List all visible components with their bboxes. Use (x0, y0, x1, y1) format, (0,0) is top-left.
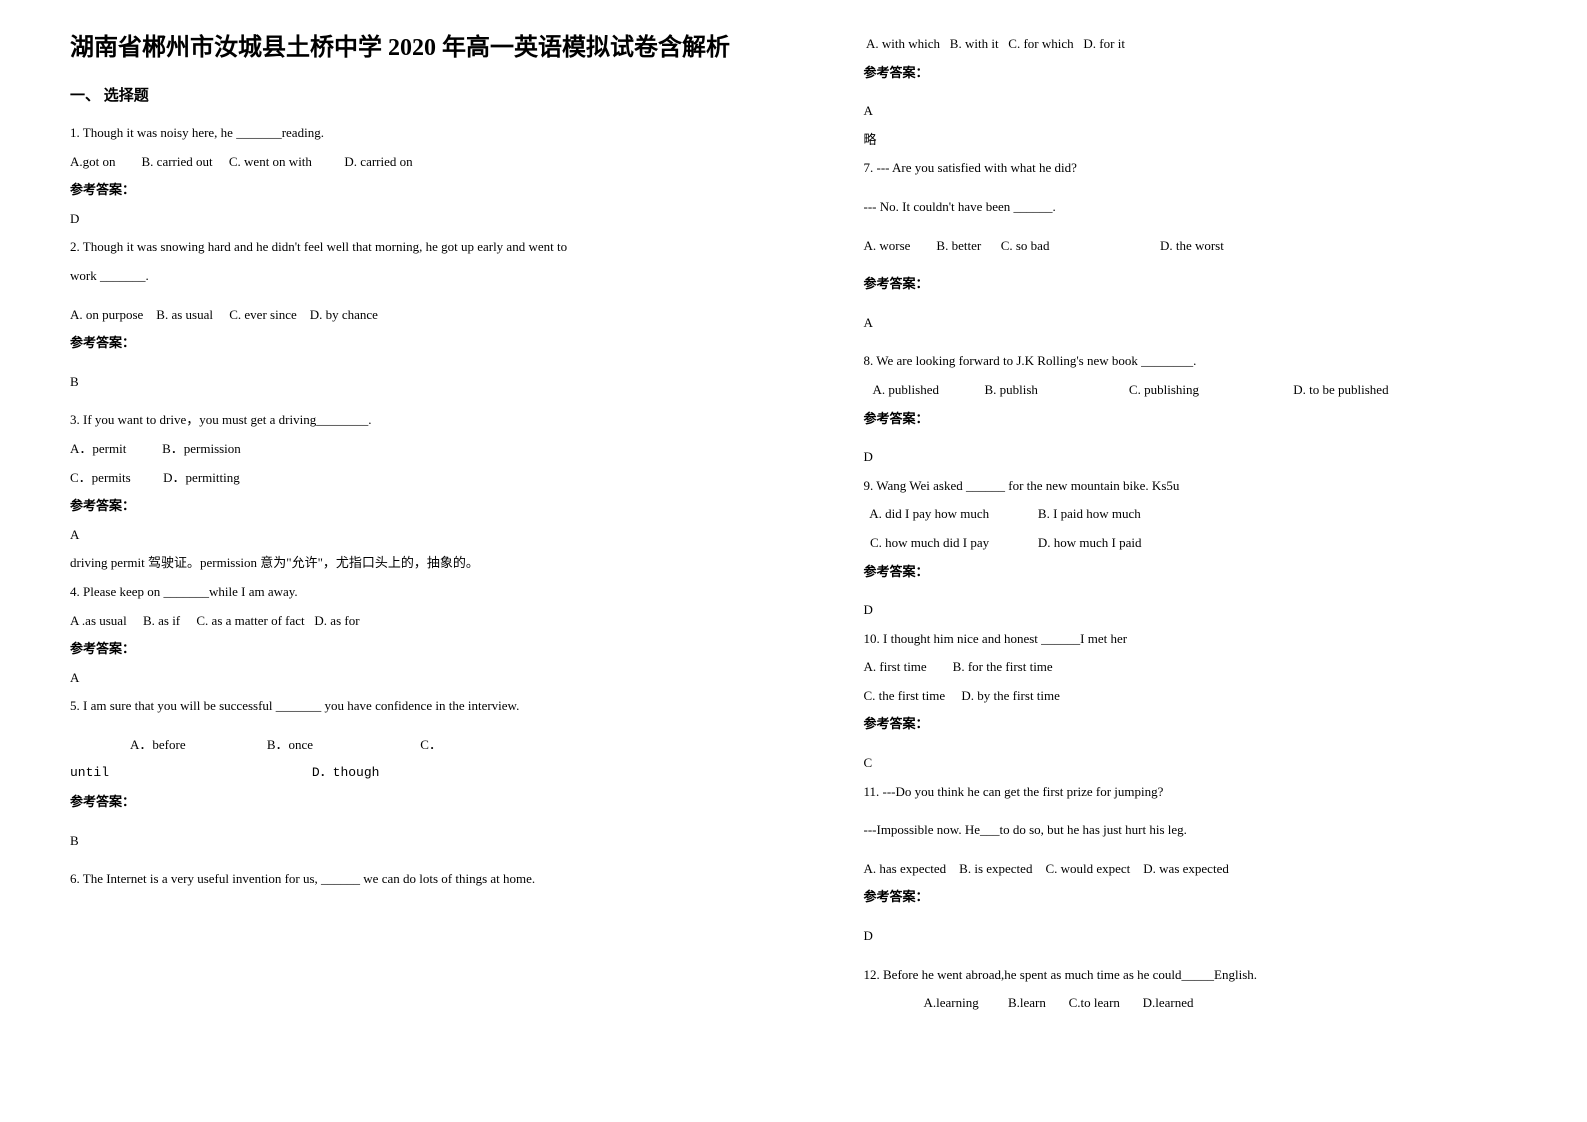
q5-answer: B (70, 827, 744, 856)
q3-options-2: C．permits D．permitting (70, 464, 744, 493)
q1-options: A.got on B. carried out C. went on with … (70, 148, 744, 177)
q6-text: 6. The Internet is a very useful inventi… (70, 865, 744, 894)
q7-text-2: --- No. It couldn't have been ______. (864, 193, 1538, 222)
q8-text: 8. We are looking forward to J.K Rolling… (864, 347, 1538, 376)
q10-text: 10. I thought him nice and honest ______… (864, 625, 1538, 654)
right-column: A. with which B. with it C. for which D.… (794, 0, 1587, 1122)
q4-options: A .as usual B. as if C. as a matter of f… (70, 607, 744, 636)
q2-answer: B (70, 368, 744, 397)
q11-text-1: 11. ---Do you think he can get the first… (864, 778, 1538, 807)
q11-answer: D (864, 922, 1538, 951)
q5-text: 5. I am sure that you will be successful… (70, 692, 744, 721)
q7-text-1: 7. --- Are you satisfied with what he di… (864, 154, 1538, 183)
q11-answer-label: 参考答案： (864, 883, 1538, 912)
q3-options-1: A．permit B．permission (70, 435, 744, 464)
q10-options-1: A. first time B. for the first time (864, 653, 1538, 682)
q1-answer-label: 参考答案： (70, 176, 744, 205)
q5-answer-label: 参考答案： (70, 788, 744, 817)
q9-options-1: A. did I pay how much B. I paid how much (864, 500, 1538, 529)
q6-note: 略 (864, 126, 1538, 155)
q12-options: A.learning B.learn C.to learn D.learned (924, 989, 1538, 1018)
q2-answer-label: 参考答案： (70, 329, 744, 358)
q3-answer-label: 参考答案： (70, 492, 744, 521)
section-heading: 一、 选择题 (70, 84, 744, 105)
q4-answer: A (70, 664, 744, 693)
q5-options-2: until D．though (70, 759, 744, 788)
q6-answer-label: 参考答案： (864, 59, 1538, 88)
q2-text-1: 2. Though it was snowing hard and he did… (70, 233, 744, 262)
q11-options: A. has expected B. is expected C. would … (864, 855, 1538, 884)
q8-options: A. published B. publish C. publishing D.… (864, 376, 1538, 405)
q4-text: 4. Please keep on _______while I am away… (70, 578, 744, 607)
q1-answer: D (70, 205, 744, 234)
q7-answer-label: 参考答案： (864, 270, 1538, 299)
q6-options: A. with which B. with it C. for which D.… (864, 30, 1538, 59)
q7-options: A. worse B. better C. so bad D. the wors… (864, 232, 1538, 261)
q10-answer: C (864, 749, 1538, 778)
q1-text: 1. Though it was noisy here, he _______r… (70, 119, 744, 148)
doc-title: 湖南省郴州市汝城县土桥中学 2020 年高一英语模拟试卷含解析 (70, 30, 744, 66)
q4-answer-label: 参考答案： (70, 635, 744, 664)
q10-answer-label: 参考答案： (864, 710, 1538, 739)
q2-options: A. on purpose B. as usual C. ever since … (70, 301, 744, 330)
q5-options-1: A．before B．once C． (130, 731, 744, 760)
q7-answer: A (864, 309, 1538, 338)
q8-answer-label: 参考答案： (864, 405, 1538, 434)
q3-text: 3. If you want to drive，you must get a d… (70, 406, 744, 435)
q10-options-2: C. the first time D. by the first time (864, 682, 1538, 711)
q6-answer: A (864, 97, 1538, 126)
q9-options-2: C. how much did I pay D. how much I paid (864, 529, 1538, 558)
q11-text-2: ---Impossible now. He___to do so, but he… (864, 816, 1538, 845)
q8-answer: D (864, 443, 1538, 472)
q9-answer: D (864, 596, 1538, 625)
q3-answer: A (70, 521, 744, 550)
q12-text: 12. Before he went abroad,he spent as mu… (864, 961, 1538, 990)
q9-answer-label: 参考答案： (864, 558, 1538, 587)
q9-text: 9. Wang Wei asked ______ for the new mou… (864, 472, 1538, 501)
left-column: 湖南省郴州市汝城县土桥中学 2020 年高一英语模拟试卷含解析 一、 选择题 1… (0, 0, 794, 1122)
q3-note: driving permit 驾驶证。permission 意为"允许"，尤指口… (70, 549, 744, 578)
q2-text-2: work _______. (70, 262, 744, 291)
page: 湖南省郴州市汝城县土桥中学 2020 年高一英语模拟试卷含解析 一、 选择题 1… (0, 0, 1587, 1122)
